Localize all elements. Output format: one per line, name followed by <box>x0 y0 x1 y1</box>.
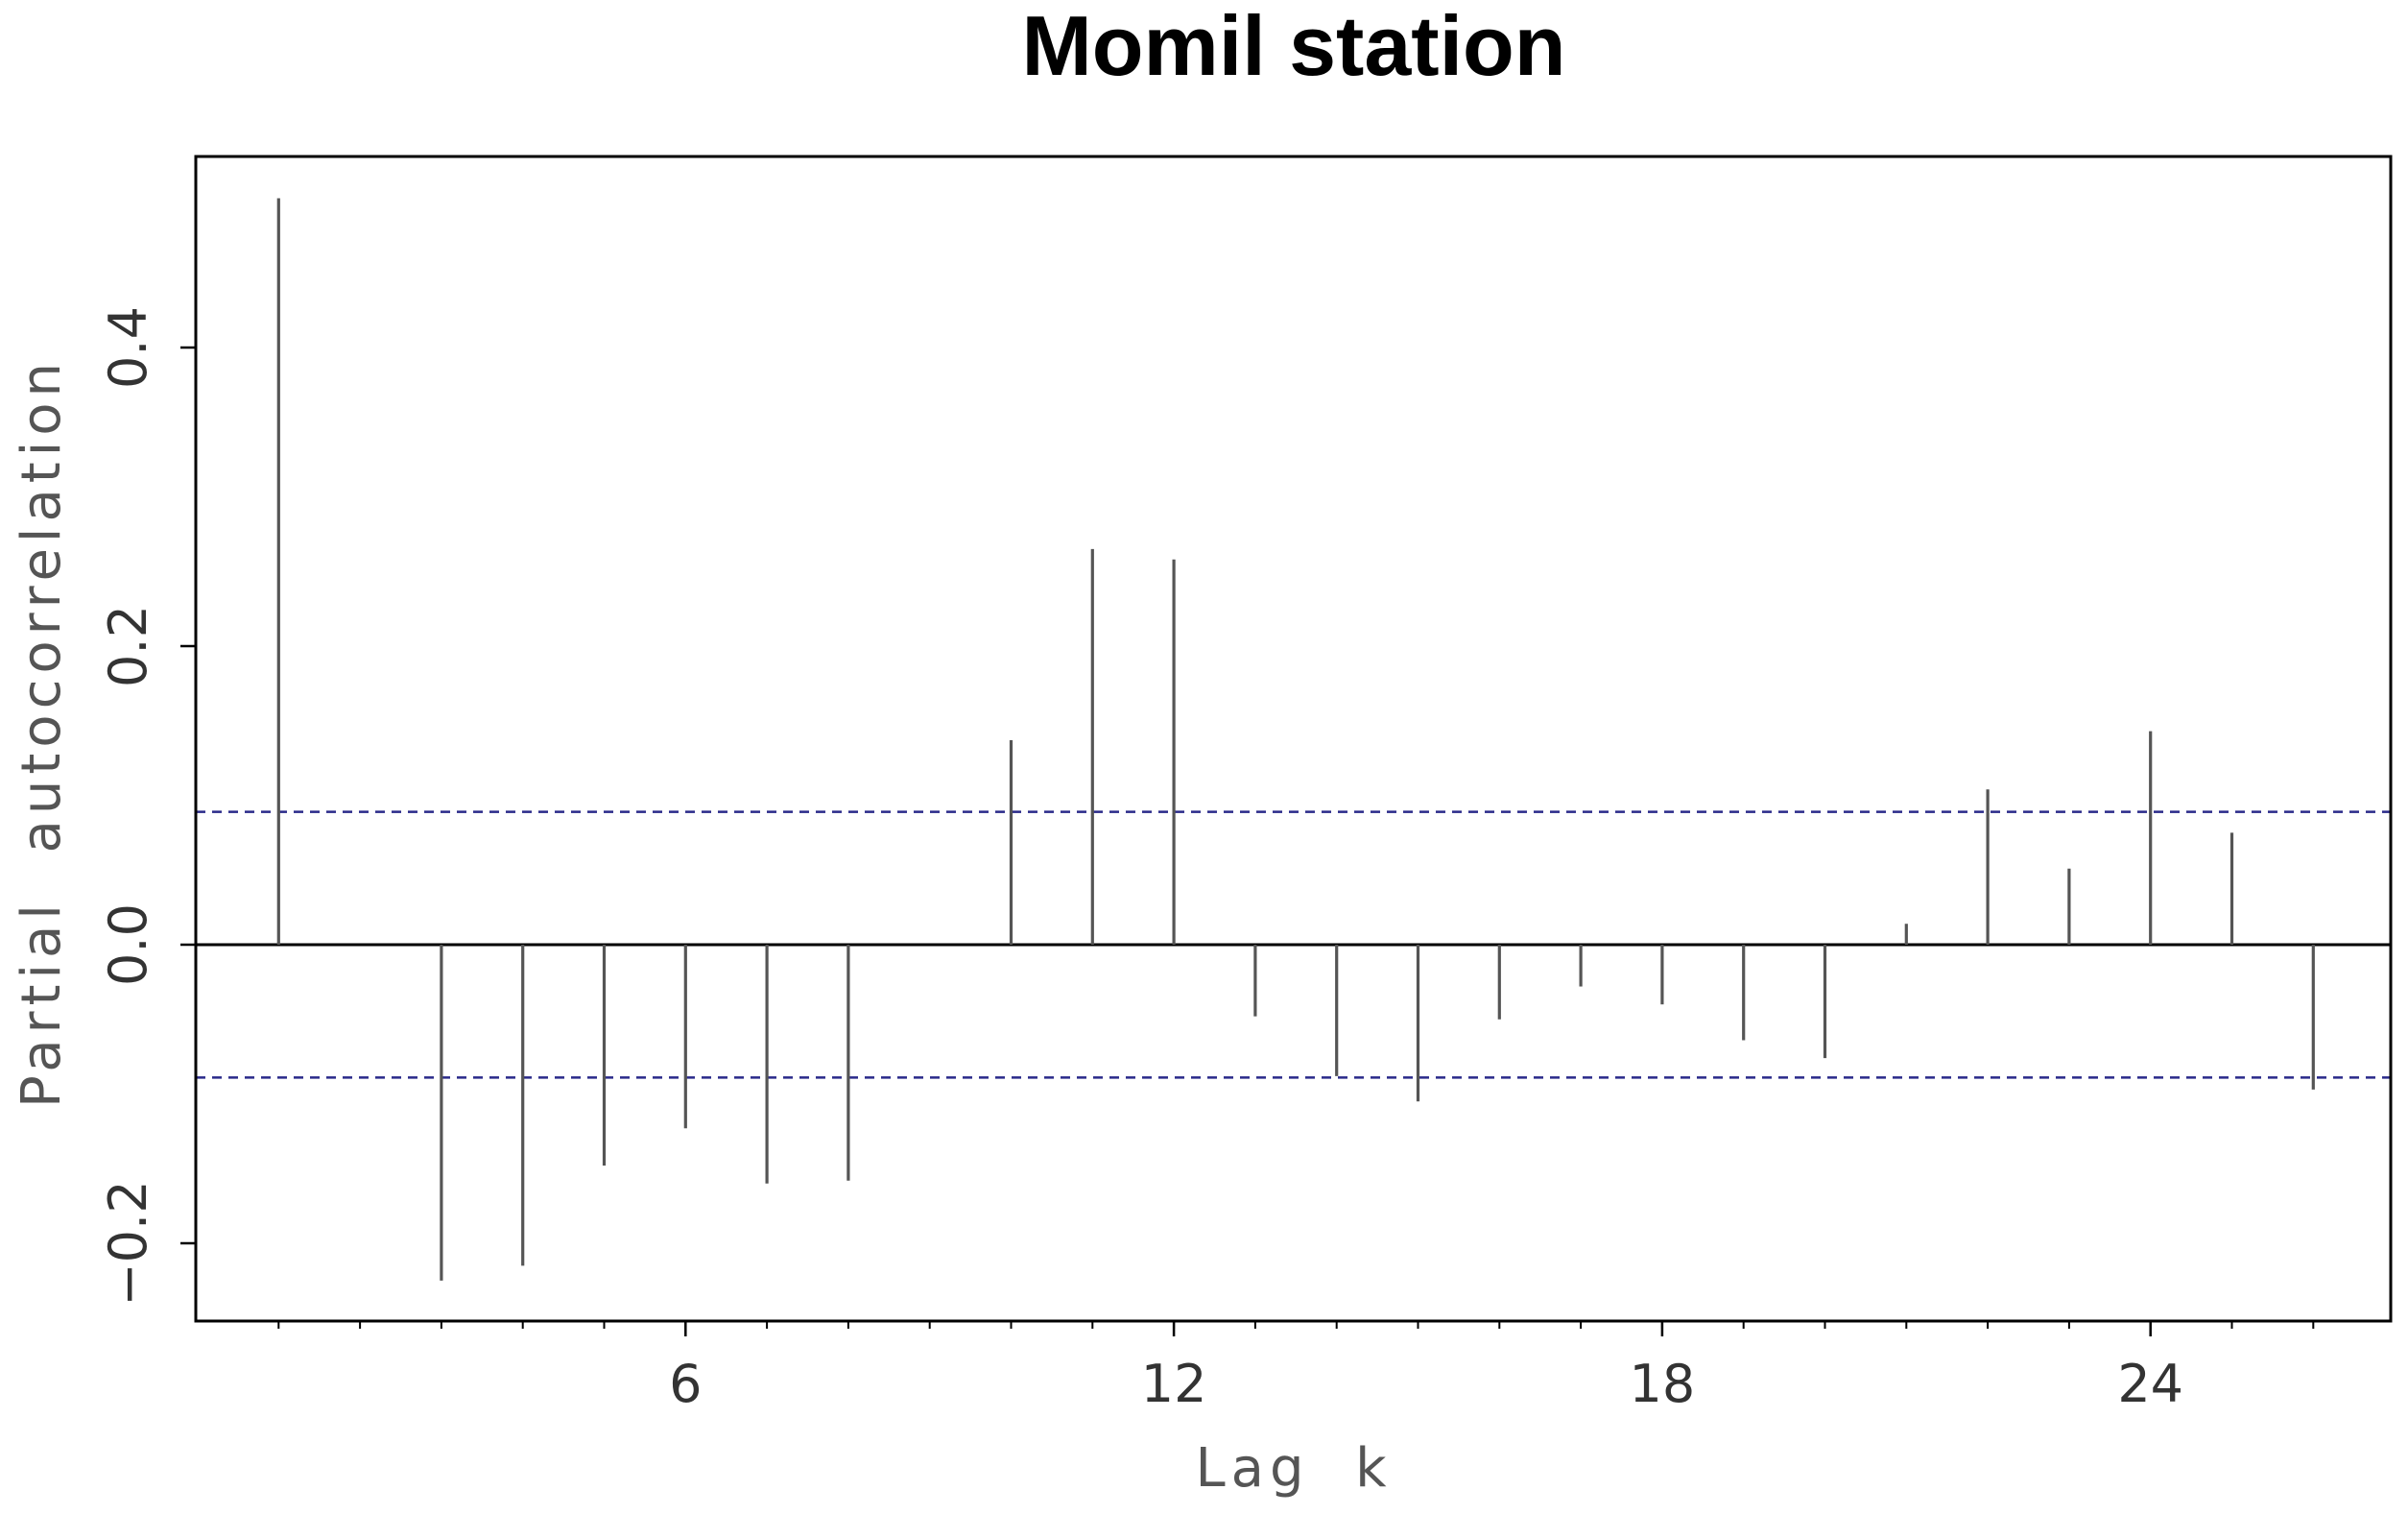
y-axis-label: Partial autocorrelation <box>11 357 73 1108</box>
x-axis-label: Lag k <box>1195 1437 1392 1500</box>
y-tick-label: 0.4 <box>98 306 158 389</box>
axis-ticks: 6 12 18 24 −0.2 0.0 0.2 0.4 <box>98 306 2315 1414</box>
y-tick-label: 0.2 <box>98 605 158 687</box>
x-tick-label: 18 <box>1630 1354 1696 1414</box>
x-tick-label: 12 <box>1141 1354 1207 1414</box>
y-tick-label: −0.2 <box>98 1180 158 1306</box>
x-tick-label: 24 <box>2117 1354 2183 1414</box>
y-tick-label: 0.0 <box>98 903 158 986</box>
plot-frame <box>194 155 2393 1323</box>
chart-title: Momil station <box>1021 0 1565 93</box>
x-tick-label: 6 <box>669 1354 702 1414</box>
plot-area <box>196 198 2391 1281</box>
